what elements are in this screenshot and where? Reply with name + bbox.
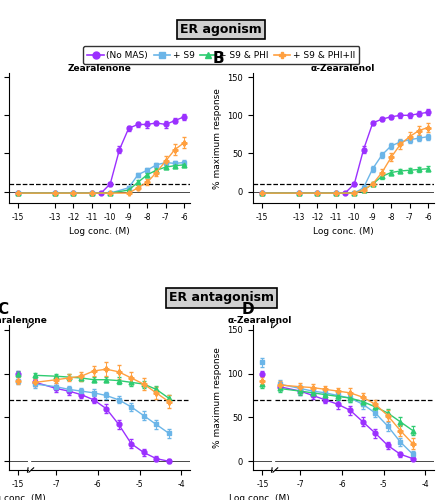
Text: ER agonism: ER agonism: [180, 23, 262, 36]
Text: D: D: [241, 302, 254, 317]
Text: ER antagonism: ER antagonism: [169, 292, 274, 304]
Text: C: C: [0, 302, 8, 317]
Y-axis label: % maximum response: % maximum response: [213, 347, 222, 448]
Title: α-Zearalenol: α-Zearalenol: [311, 64, 375, 72]
X-axis label: Log conc. (M): Log conc. (M): [69, 228, 130, 236]
Legend: (No MAS), + S9, + S9 & PHI, + S9 & PHI+II: (No MAS), + S9, + S9 & PHI, + S9 & PHI+I…: [83, 46, 360, 64]
Title: α-Zearalenol: α-Zearalenol: [227, 316, 292, 324]
X-axis label: Log conc. (M): Log conc. (M): [0, 494, 46, 500]
Title: Zearalenone: Zearalenone: [0, 316, 47, 324]
Y-axis label: % maximum response: % maximum response: [213, 88, 222, 188]
Text: B: B: [213, 51, 225, 66]
Title: Zearalenone: Zearalenone: [67, 64, 131, 72]
X-axis label: Log conc. (M): Log conc. (M): [313, 228, 374, 236]
X-axis label: Log conc. (M): Log conc. (M): [229, 494, 290, 500]
